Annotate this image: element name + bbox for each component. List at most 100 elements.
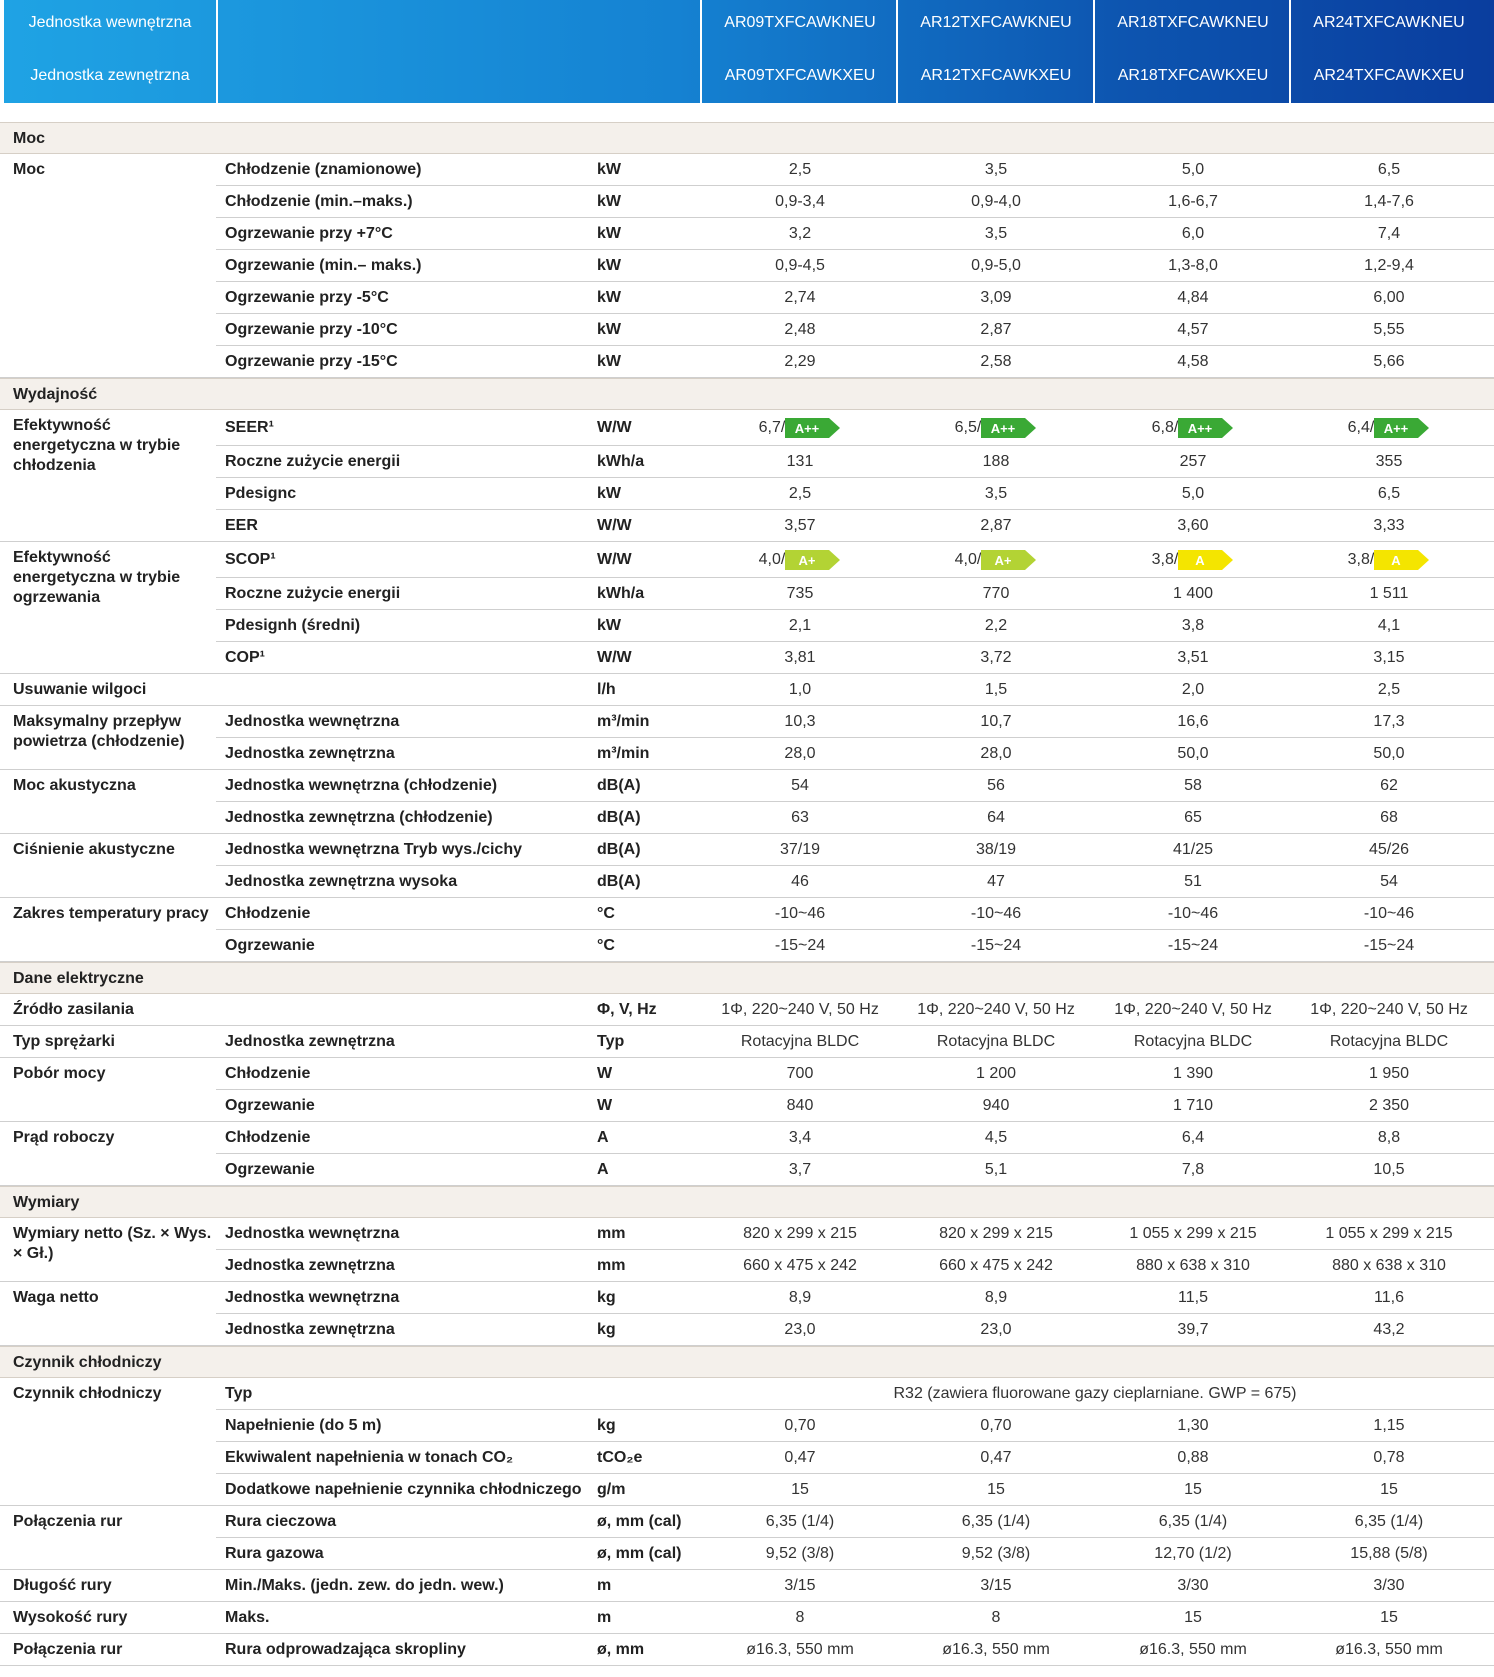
value: 12,70 (1/2): [1095, 1538, 1291, 1570]
unit: W: [597, 1097, 613, 1114]
energy-badge: A++: [1178, 418, 1234, 438]
row-divider: [216, 1537, 1494, 1538]
param: Ogrzewanie przy -15°C: [225, 353, 398, 370]
value: 0,70: [898, 1410, 1094, 1442]
value-text: 4,5: [984, 1129, 1008, 1146]
value-text: 1Φ, 220~240 V, 50 Hz: [917, 1001, 1075, 1018]
value-text: 1 390: [1172, 1065, 1214, 1082]
value-text: 11,6: [1374, 1289, 1404, 1306]
value: 2,87: [898, 314, 1094, 346]
value-text: 355: [1375, 453, 1403, 470]
value-text: 54: [791, 777, 809, 794]
row-divider: [216, 929, 1494, 930]
value-text: 4,57: [1177, 321, 1209, 338]
value-text: 3,51: [1177, 649, 1209, 666]
row-divider: [0, 897, 1494, 898]
value: 6,35 (1/4): [1291, 1506, 1487, 1538]
value: 355: [1291, 446, 1487, 478]
value-text: 0,47: [784, 1449, 816, 1466]
value-text: 2,74: [784, 289, 816, 306]
header-divider: [700, 0, 702, 103]
value: 3,72: [898, 642, 1094, 674]
value-text: 45/26: [1368, 841, 1410, 858]
value-text: 7,4: [1377, 225, 1401, 242]
row-divider: [216, 185, 1494, 186]
value-text: 3,8: [1181, 617, 1205, 634]
value-text: 0,9-4,0: [971, 193, 1021, 210]
value: 880 x 638 x 310: [1291, 1250, 1487, 1282]
param: EER: [225, 517, 258, 534]
value: 3,2: [702, 218, 898, 250]
value: 9,52 (3/8): [702, 1538, 898, 1570]
value-text: 65: [1184, 809, 1202, 826]
param: Ogrzewanie: [225, 1097, 315, 1114]
value: 0,47: [898, 1442, 1094, 1474]
header-bar: [4, 0, 1494, 103]
value: 2,58: [898, 346, 1094, 378]
value-text: -10~46: [1167, 905, 1219, 922]
param: Roczne zużycie energii: [225, 453, 401, 470]
value-text: 1,15: [1373, 1417, 1405, 1434]
unit: dB(A): [597, 873, 641, 890]
unit: kW: [597, 193, 621, 210]
badge-arrow: [785, 550, 841, 570]
value-text: 6,35 (1/4): [1354, 1513, 1424, 1530]
value: -15~24: [702, 930, 898, 962]
value: 1 400: [1095, 578, 1291, 610]
value: 8: [702, 1602, 898, 1634]
unit: ø, mm: [597, 1641, 645, 1658]
model-indoor: AR24TXFCAWKNEU: [1313, 14, 1465, 31]
header-indoor-label: Jednostka wewnętrzna: [28, 14, 192, 31]
value-text: 3/30: [1373, 1577, 1405, 1594]
param: Napełnienie (do 5 m): [225, 1417, 382, 1434]
row-divider: [216, 609, 1494, 610]
value: 4,5: [898, 1122, 1094, 1154]
value-text: 6,5: [1377, 161, 1401, 178]
row-divider: [0, 1633, 1494, 1634]
param: Jednostka zewnętrzna: [225, 1257, 395, 1274]
badge-class: A+: [799, 553, 816, 568]
unit: dB(A): [597, 809, 641, 826]
value: 2,5: [1291, 674, 1487, 706]
value: 5,55: [1291, 314, 1487, 346]
value: 11,6: [1291, 1282, 1487, 1314]
section-title: Wydajność: [0, 378, 1494, 410]
row-divider: [0, 1121, 1494, 1122]
value: ø16.3, 550 mm: [702, 1634, 898, 1666]
value: 46: [702, 866, 898, 898]
value-text: 2,87: [980, 517, 1012, 534]
group-label: Wymiary netto (Sz. × Wys. × Gł.): [13, 1225, 212, 1262]
value: 10,3: [702, 706, 898, 738]
value: -15~24: [898, 930, 1094, 962]
group-label: Długość rury: [13, 1577, 112, 1594]
value-text: 2,5: [788, 485, 812, 502]
value: 3,57: [702, 510, 898, 542]
value-text: 1 400: [1172, 585, 1214, 602]
value-text: 3,15: [1373, 649, 1405, 666]
param: Jednostka zewnętrzna (chłodzenie): [225, 809, 493, 826]
value-text: 9,52 (3/8): [961, 1545, 1031, 1562]
row-divider: [216, 445, 1494, 446]
value: 4,58: [1095, 346, 1291, 378]
param: Dodatkowe napełnienie czynnika chłodnicz…: [225, 1481, 582, 1498]
value: 47: [898, 866, 1094, 898]
value: 1,4-7,6: [1291, 186, 1487, 218]
param: Chłodzenie (min.–maks.): [225, 193, 413, 210]
param: Jednostka zewnętrzna: [225, 1321, 395, 1338]
value-text: 700: [786, 1065, 814, 1082]
value: 1 055 x 299 x 215: [1291, 1218, 1487, 1250]
value-text: 0,9-5,0: [971, 257, 1021, 274]
value-text: 6,35 (1/4): [961, 1513, 1031, 1530]
value-text: 3,8/: [1151, 551, 1179, 568]
value-text: 0,9-4,5: [775, 257, 825, 274]
value: 2,74: [702, 282, 898, 314]
value-text: 23,0: [980, 1321, 1012, 1338]
value: 3,51: [1095, 642, 1291, 674]
row-divider: [216, 281, 1494, 282]
value-text: 3,60: [1177, 517, 1209, 534]
value-text: 6,5: [1377, 485, 1401, 502]
row-divider: [0, 1281, 1494, 1282]
value-text: -10~46: [1363, 905, 1415, 922]
value-text: 3,81: [784, 649, 816, 666]
value-text: 1,0: [788, 681, 812, 698]
